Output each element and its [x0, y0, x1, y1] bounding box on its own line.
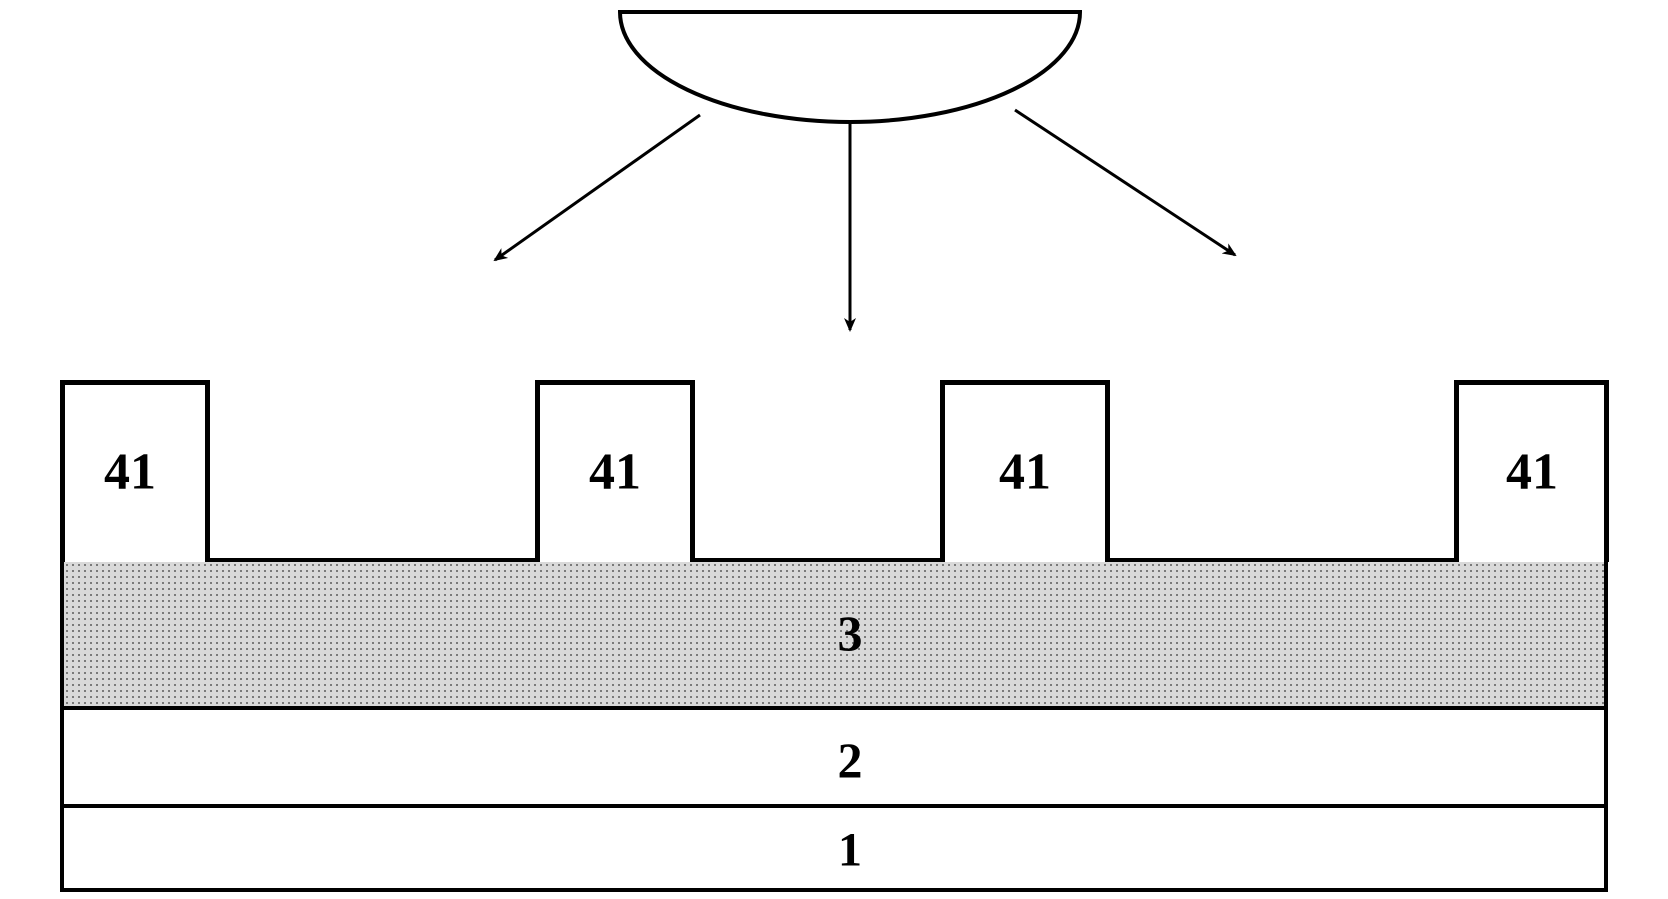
ray-right [1015, 110, 1235, 255]
layer-3-label: 3 [838, 604, 863, 662]
block-41-2-label: 41 [589, 443, 641, 502]
block-41-4-label: 41 [1506, 443, 1558, 502]
block-41-1-label: 41 [104, 443, 156, 502]
layer-3 [60, 558, 1608, 708]
layer-2 [60, 706, 1608, 806]
layer-2-label: 2 [838, 731, 863, 789]
layer-1-label: 1 [838, 823, 862, 878]
cross-section-diagram: 3 2 1 41 41 41 41 [60, 0, 1608, 899]
block-41-3-label: 41 [999, 443, 1051, 502]
ray-left [495, 115, 700, 260]
light-source-lens [620, 12, 1080, 122]
layer-1 [60, 804, 1608, 892]
